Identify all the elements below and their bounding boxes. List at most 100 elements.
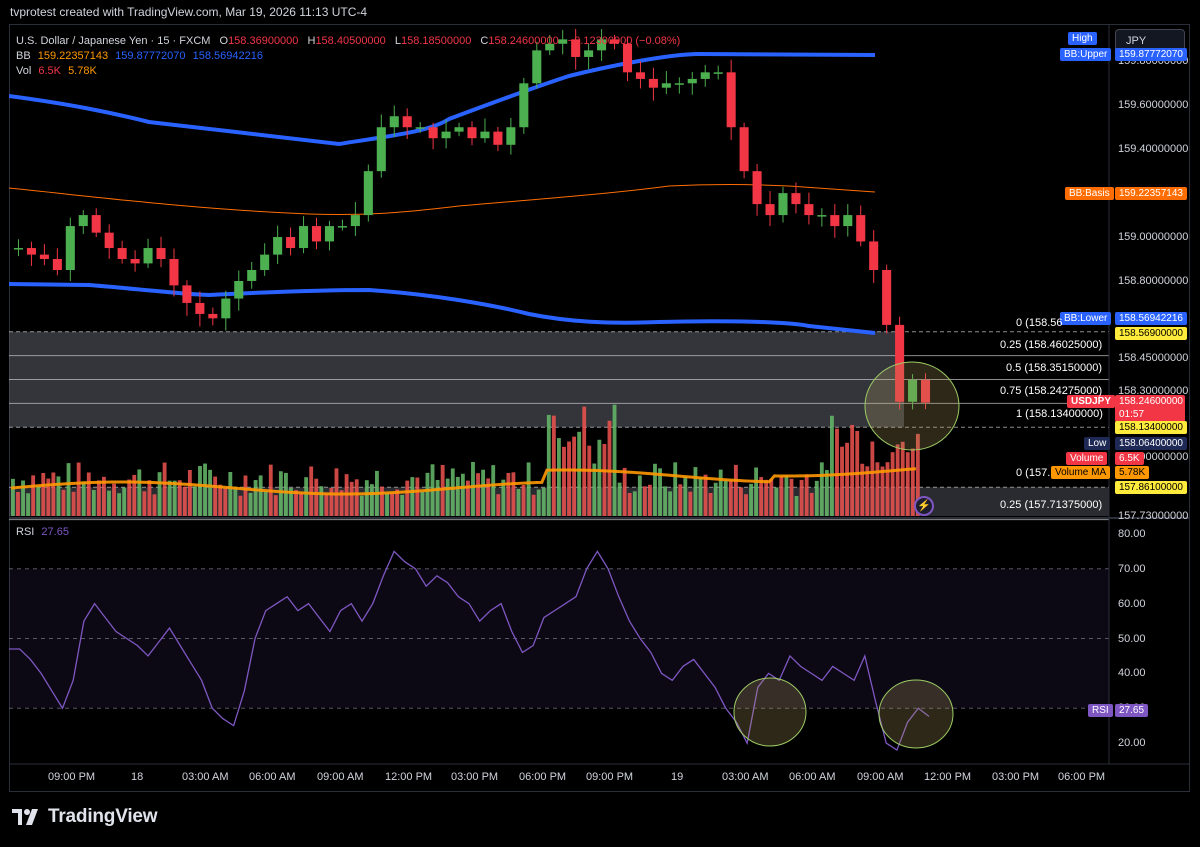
candle-body: [713, 72, 723, 74]
symbol-legend[interactable]: U.S. Dollar / Japanese Yen · 15 · FXCM O…: [16, 34, 680, 49]
volume-bar: [648, 484, 652, 516]
volume-bar: [395, 489, 400, 516]
candle-body: [920, 379, 931, 403]
candle-body: [376, 127, 386, 172]
volume-bar: [870, 441, 875, 516]
candle-body: [156, 248, 166, 260]
volume-bar: [157, 472, 162, 516]
volume-bar: [364, 480, 369, 516]
fib-zero-bottom-tag: 157.86100000: [1115, 481, 1187, 494]
highlight-circle-rsi-1: [733, 677, 807, 747]
volume-bar: [723, 480, 728, 516]
rsi-axis-label: 60.00: [1118, 597, 1146, 610]
time-axis-label: 09:00 PM: [586, 771, 634, 783]
volume-bar: [142, 491, 147, 516]
candle-body: [869, 241, 879, 270]
volume-bar: [36, 486, 41, 516]
candle-body: [273, 237, 283, 255]
volume-bar: [385, 493, 389, 516]
volume-bar: [779, 476, 784, 516]
volume-bar: [450, 468, 455, 516]
ohlc-open: 158.36900000: [228, 35, 299, 47]
volume-bar: [900, 441, 905, 516]
volume-bar: [162, 462, 167, 516]
rsi-legend[interactable]: RSI 27.65: [16, 525, 69, 540]
candle-body: [480, 131, 490, 139]
candle-body: [117, 248, 127, 260]
volume-bar: [506, 472, 511, 516]
volume-bar: [597, 439, 602, 516]
volume-bar: [749, 483, 753, 516]
candle-body: [506, 127, 516, 145]
volume-bar: [354, 479, 359, 516]
volume-bar: [400, 494, 405, 516]
candle-body: [402, 116, 412, 128]
volume-bar: [273, 495, 278, 516]
volume-bar: [481, 469, 486, 516]
volume-bar: [258, 475, 263, 516]
volume-legend[interactable]: Vol 6.5K 5.78K: [16, 64, 97, 79]
volume-legend-v1: 6.5K: [38, 65, 61, 77]
bb-upper-tag: 159.87772070: [1115, 48, 1187, 61]
candle-body: [778, 193, 788, 216]
time-axis-label: 06:00 AM: [249, 771, 296, 783]
candle-body: [428, 127, 438, 139]
volume-bar: [784, 475, 789, 516]
volume-bar: [850, 424, 855, 516]
volume-bar: [572, 436, 577, 516]
volume-bar: [703, 474, 708, 516]
bb-legend[interactable]: BB 159.22357143 159.87772070 158.5694221…: [16, 49, 263, 64]
volume-bar: [56, 476, 61, 516]
candle-body: [467, 127, 477, 139]
candle-body: [247, 270, 257, 281]
snapshot-header: tvprotest created with TradingView.com, …: [0, 0, 1200, 24]
volume-bar: [905, 452, 910, 516]
time-axis-label: 19: [671, 771, 684, 783]
time-axis-label: 09:00 PM: [48, 771, 96, 783]
candle-body: [622, 43, 633, 73]
volume-bar: [223, 488, 228, 516]
volume-bar: [11, 478, 15, 516]
volume-bar: [915, 433, 920, 516]
volume-bar: [814, 480, 819, 516]
candle-body: [765, 204, 775, 216]
volume-bar: [51, 472, 56, 516]
candle-body: [700, 72, 710, 79]
volume-bar: [824, 470, 829, 516]
brand-name: TradingView: [48, 806, 158, 827]
volume-bar: [865, 466, 870, 516]
volume-bar: [491, 465, 496, 516]
time-axis-label: 03:00 AM: [182, 771, 229, 783]
candle-body: [908, 379, 918, 402]
volume-legend-v2: 5.78K: [68, 65, 97, 77]
volume-bar: [455, 476, 460, 516]
tradingview-logo[interactable]: TradingView: [12, 806, 158, 828]
volume-bar: [637, 475, 642, 516]
volume-bar: [122, 487, 127, 516]
bb-basis-line: [9, 184, 876, 216]
alert-lightning-icon[interactable]: ⚡: [914, 496, 934, 516]
volume-bar: [668, 491, 673, 516]
candle-body: [687, 78, 697, 84]
volume-bar: [789, 478, 794, 516]
volume-bar: [208, 469, 213, 516]
rsi-axis-label: 70.00: [1118, 562, 1146, 575]
volume-bar: [460, 473, 465, 516]
volume-bar: [531, 494, 536, 516]
rsi-tag: 27.65: [1115, 704, 1149, 717]
snapshot-header-text: tvprotest created with TradingView.com, …: [10, 5, 368, 19]
volume-bar: [536, 489, 541, 516]
ohlc-close: 158.24600000: [488, 35, 559, 47]
volume-bar: [526, 462, 531, 516]
volume-bar: [187, 469, 192, 516]
volume-bar: [521, 484, 526, 516]
time-axis-label: 03:00 PM: [992, 771, 1040, 783]
candle-body: [91, 215, 101, 233]
volume-bar: [278, 471, 283, 516]
volume-ma-tag-label: Volume MA: [1051, 466, 1111, 479]
time-axis-label: 03:00 PM: [451, 771, 499, 783]
volume-bar: [885, 462, 890, 516]
chart-canvas[interactable]: [9, 24, 1190, 792]
volume-ma-line: [10, 467, 917, 496]
fib-label-1: 1 (158.13400000): [1016, 408, 1103, 420]
